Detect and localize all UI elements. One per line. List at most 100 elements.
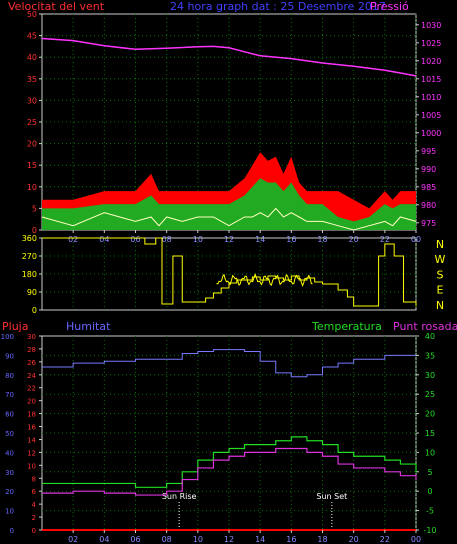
compass-label: E [437,284,444,297]
y-tick-label-rain: 4 [32,501,37,509]
x-tick-label: 14 [255,535,265,544]
wind-direction-noise [216,272,313,288]
wind-speed-title: Velocitat del vent [8,0,105,13]
y-tick-label-wind: 10 [27,183,37,192]
x-tick-label: 16 [286,235,296,244]
y-tick-label-temperature: 25 [425,390,435,399]
x-tick-label: 02 [68,235,78,244]
temperature-humidity-chart: -10-505101520253035400102030405060708090… [1,332,437,544]
y-tick-label-rain: 22 [27,385,36,393]
y-tick-label-wind: 40 [27,53,37,62]
x-tick-label: 06 [130,535,140,544]
y-tick-label-humidity: 90 [5,352,14,360]
y-tick-label-humidity: 10 [5,508,14,516]
x-tick-label: 00 [411,535,421,544]
compass-label: S [437,268,444,281]
y-tick-label-rain: 10 [27,462,36,470]
sunset-label: Sun Set [316,492,347,501]
y-tick-label-wind: 5 [32,204,37,213]
y-tick-label-wind: 25 [27,118,37,127]
y-tick-label-humidity: 40 [5,449,14,457]
y-tick-label-rain: 30 [27,333,36,341]
x-tick-label: 14 [255,235,265,244]
y-tick-label-temperature: 10 [425,448,435,457]
y-tick-label-temperature: 20 [425,410,435,419]
temperature-line [42,436,417,488]
y-tick-label-temperature: -5 [426,507,434,516]
y-tick-label-temperature: 35 [425,351,435,360]
min-wind-line [41,207,417,231]
y-tick-label-pressure: 975 [421,219,436,228]
y-tick-label-wind: 0 [32,226,37,235]
x-tick-label: 20 [349,535,359,544]
y-tick-label-humidity: 60 [5,411,14,419]
x-tick-label: 22 [380,235,390,244]
y-tick-label-humidity: 100 [1,333,14,341]
y-tick-label-pressure: 1010 [421,93,441,102]
dewpoint-legend: Punt rosada [393,320,457,333]
y-tick-label-pressure: 980 [421,201,436,210]
y-tick-label-wind: 30 [27,96,37,105]
y-tick-label-rain: 0 [32,527,36,535]
rain-legend: Pluja [2,320,28,333]
y-tick-label-humidity: 20 [5,488,14,496]
y-tick-label-direction: 90 [27,288,37,297]
x-tick-label: 04 [99,535,109,544]
x-tick-label: 10 [193,535,203,544]
y-tick-label-direction: 360 [22,234,37,243]
y-tick-label-temperature: 0 [427,487,432,496]
y-tick-label-humidity: 30 [5,469,14,477]
y-tick-label-pressure: 1005 [421,111,441,120]
y-tick-label-rain: 24 [27,372,36,380]
x-tick-label: 12 [224,235,234,244]
x-tick-label: 20 [349,235,359,244]
y-tick-label-humidity: 80 [5,372,14,380]
y-tick-label-direction: 0 [32,306,37,315]
compass-label: N [436,299,444,312]
compass-label: N [436,238,444,251]
y-tick-label-rain: 8 [32,475,36,483]
compass-label: W [435,253,446,266]
x-tick-label: 04 [99,235,109,244]
y-tick-label-temperature: 15 [425,429,435,438]
chart-date-title: 24 hora graph dat : 25 Desembre 2017 [170,0,386,13]
y-tick-label-rain: 14 [27,436,36,444]
y-tick-label-direction: 180 [22,270,37,279]
y-tick-label-rain: 12 [27,449,36,457]
y-tick-label-temperature: -10 [423,526,436,535]
y-tick-label-rain: 16 [27,424,36,432]
y-tick-label-pressure: 1000 [421,129,441,138]
pressure-line [41,37,417,77]
x-tick-label: 02 [68,535,78,544]
y-tick-label-rain: 26 [27,359,36,367]
x-tick-label: 06 [130,235,140,244]
x-tick-label: 10 [193,235,203,244]
y-tick-label-temperature: 30 [425,371,435,380]
wind-direction-line [42,237,417,307]
y-tick-label-humidity: 50 [5,430,14,438]
x-tick-label: 12 [224,535,234,544]
y-tick-label-humidity: 0 [10,527,14,535]
x-tick-label: 18 [317,235,327,244]
humidity-legend: Humitat [66,320,111,333]
y-tick-label-rain: 6 [32,488,37,496]
y-tick-label-wind: 45 [27,32,37,41]
temperature-legend: Temperatura [311,320,382,333]
y-tick-label-temperature: 40 [425,332,435,341]
y-tick-label-rain: 28 [27,346,36,354]
y-tick-label-pressure: 990 [421,165,436,174]
y-tick-label-pressure: 995 [421,147,436,156]
y-tick-label-pressure: 1015 [421,75,441,84]
sunrise-label: Sun Rise [162,492,197,501]
x-tick-label: 18 [317,535,327,544]
y-tick-label-pressure: 1020 [421,57,441,66]
humidity-line [42,349,416,378]
y-tick-label-wind: 35 [27,75,37,84]
y-tick-label-rain: 20 [27,398,36,406]
y-tick-label-rain: 18 [27,411,36,419]
pressure-title: Pressió [370,0,409,13]
y-tick-label-humidity: 70 [5,391,14,399]
y-tick-label-wind: 20 [27,140,37,149]
